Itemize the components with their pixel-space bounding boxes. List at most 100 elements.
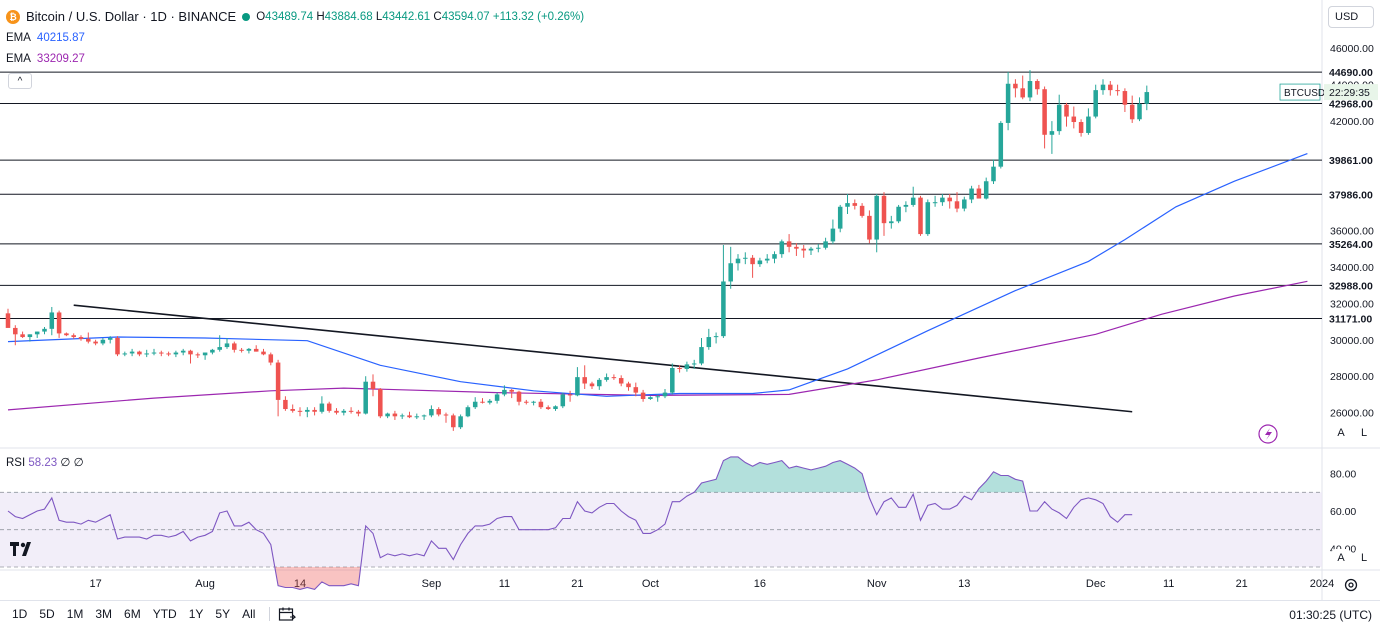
level-tag [1324,235,1378,252]
collapse-legend-button[interactable]: ^ [8,73,32,89]
candle-body [640,392,646,399]
candle-body [1027,81,1033,98]
candle-body [940,197,945,203]
price-tick-label: 46000.00 [1330,43,1374,55]
rsi-auto-scale-button[interactable]: A [1332,549,1350,567]
candle-body [217,347,222,350]
candle-body [633,387,639,393]
candle-body [93,341,98,344]
candle-body [137,351,142,355]
price-tick-label: 34000.00 [1330,262,1374,274]
log-scale-button[interactable]: L [1355,424,1373,442]
candle-body [516,391,522,402]
currency-button[interactable]: USD [1328,6,1374,28]
level-tag [1324,310,1378,327]
candle-body [764,258,770,261]
candle-body [297,410,303,412]
candle-body [1086,116,1091,133]
chart-canvas[interactable]: 26000.00 28000.00 30000.00 32000.00 34000.00… [0,0,1380,600]
timeframe-3m[interactable]: 3M [95,607,113,621]
candle-body [49,312,55,329]
rsi-log-scale-button[interactable]: L [1355,549,1373,567]
candle-body [1129,104,1135,120]
bottom-toolbar: 1D 5D 1M 3M 6M YTD 1Y 5Y All 01:30:25 (U… [0,600,1380,627]
timeframe-5d[interactable]: 5D [39,607,55,621]
candle-body [64,333,69,336]
candle-body [1144,92,1150,104]
candle-body [721,281,726,337]
candle-body [896,206,901,222]
candle-body [1122,91,1128,105]
candle-body [341,410,347,413]
settings-icon[interactable] [1343,577,1359,598]
candle-body [421,415,427,417]
timeframe-1d[interactable]: 1D [12,607,28,621]
candle-body [1005,83,1011,123]
candle-body [1071,116,1077,123]
level-label: 44690.00 [1329,67,1373,79]
candle-body [830,228,836,242]
time-tick-label: Aug [195,578,215,590]
candle-body [407,415,412,418]
candle-body [5,313,11,328]
candle-body [1108,84,1113,91]
timeframe-all[interactable]: All [242,607,256,621]
level-label: 37986.00 [1329,189,1373,201]
candle-body [392,413,398,417]
candle-body [472,401,478,408]
candle-body [786,241,792,247]
candle-body [502,389,507,395]
candle-body [655,396,660,398]
candle-body [874,195,879,240]
ema-fast-label: EMA [6,32,31,44]
timeframe-ytd[interactable]: YTD [152,607,177,621]
candle-body [575,377,580,396]
candle-body [334,410,339,413]
ema-slow-legend[interactable]: EMA 33209.27 [6,53,85,65]
time-tick-label: Sep [422,578,442,590]
candle-body [648,397,653,399]
time-tick-label: 13 [958,578,970,590]
timeframe-6m[interactable]: 6M [124,607,141,621]
candle-body [319,403,325,412]
candle-body [42,328,47,332]
ema-slow-value: 33209.27 [36,53,85,65]
candle-body [531,401,536,403]
timeframe-1m[interactable]: 1M [66,607,84,621]
candle-body [852,203,858,206]
time-tick-label: Dec [1086,578,1106,590]
clock[interactable]: 01:30:25 (UTC) [1289,608,1372,622]
candle-body [728,263,733,282]
symbol-title[interactable]: Bitcoin / U.S. Dollar · 1D · BINANCE [26,9,237,24]
rsi-oversold-fill [8,567,1133,590]
candle-body [969,188,974,200]
candle-body [356,411,361,414]
candle-body [378,388,383,417]
candle-body [283,399,288,410]
time-tick-label: 17 [89,578,101,590]
date-range-icon[interactable] [278,606,297,622]
candle-body [750,257,755,265]
candle-body [443,414,449,416]
rsi-legend[interactable]: RSI 58.23 ∅ ∅ [6,457,84,469]
candle-body [976,188,982,199]
candle-body [867,215,872,240]
candle-body [71,335,76,338]
time-tick-label: 11 [499,578,510,590]
auto-scale-button[interactable]: A [1332,424,1350,442]
timeframe-5y[interactable]: 5Y [215,607,231,621]
lightning-bolt [1265,428,1272,440]
timeframe-1y[interactable]: 1Y [188,607,204,621]
chevron-up-icon: ^ [17,75,23,87]
price-tick-label: 30000.00 [1330,335,1374,347]
tradingview-logo-icon[interactable] [10,542,36,561]
ema-fast-legend[interactable]: EMA 40215.87 [6,32,85,44]
candle-body [626,383,631,388]
candle-body [107,337,113,340]
candle-body [808,248,814,251]
candle-body [735,258,741,264]
candle-body [13,327,18,335]
time-tick-label: 16 [754,578,766,590]
candle-body [962,199,967,209]
